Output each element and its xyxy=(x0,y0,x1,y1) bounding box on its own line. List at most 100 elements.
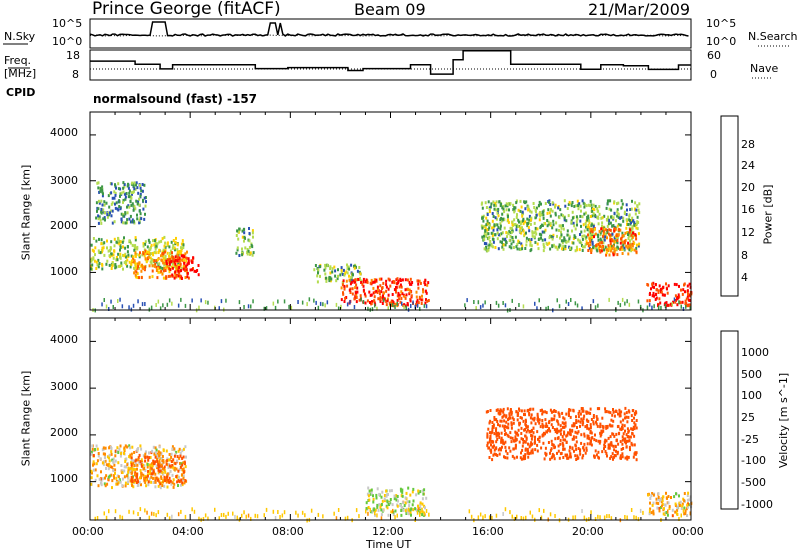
data-cell xyxy=(97,217,100,221)
data-cell xyxy=(629,243,632,247)
data-cell xyxy=(519,226,522,230)
data-cell xyxy=(142,266,145,270)
data-cell xyxy=(538,439,541,443)
data-cell xyxy=(611,224,614,228)
data-cell xyxy=(575,440,578,444)
data-cell xyxy=(601,424,604,428)
data-cell xyxy=(489,419,492,423)
data-cell xyxy=(125,192,128,195)
data-cell xyxy=(577,204,580,208)
data-cell xyxy=(551,226,554,230)
data-cell xyxy=(345,279,348,283)
data-cell xyxy=(493,448,496,452)
data-cell xyxy=(365,280,367,284)
data-cell xyxy=(96,459,99,463)
data-cell xyxy=(603,443,606,447)
data-cell xyxy=(319,265,322,268)
data-cell xyxy=(498,200,501,204)
data-cell xyxy=(480,202,483,206)
data-cell xyxy=(570,246,573,250)
data-cell xyxy=(372,500,375,504)
data-cell xyxy=(136,186,139,190)
data-cell xyxy=(524,247,527,250)
nave-tick-60: 60 xyxy=(707,49,721,62)
data-cell xyxy=(117,236,119,240)
data-cell xyxy=(333,265,336,269)
data-cell xyxy=(388,278,391,282)
data-cell xyxy=(178,256,181,260)
data-cell xyxy=(412,499,415,503)
data-cell xyxy=(634,207,636,211)
data-cell xyxy=(595,244,597,248)
data-cell xyxy=(610,238,613,241)
data-cell xyxy=(162,448,165,452)
data-cell xyxy=(536,242,539,246)
data-cell xyxy=(150,466,153,470)
data-cell xyxy=(542,410,545,414)
data-cell xyxy=(131,469,134,473)
sky-tick-bottom: 10^0 xyxy=(52,35,83,48)
data-cell xyxy=(587,225,590,229)
data-cell xyxy=(526,425,529,429)
data-cell xyxy=(348,274,350,278)
data-cell xyxy=(133,181,136,185)
data-cell xyxy=(349,291,352,294)
data-cell xyxy=(630,227,633,231)
data-cell xyxy=(493,416,496,419)
data-cell xyxy=(649,501,651,505)
data-cell xyxy=(148,463,151,467)
data-cell xyxy=(99,477,102,481)
data-cell xyxy=(136,472,139,476)
data-cell xyxy=(177,449,180,453)
ground-scatter-cell xyxy=(349,300,351,305)
data-cell xyxy=(655,501,658,505)
data-cell xyxy=(620,206,623,210)
data-cell xyxy=(502,217,504,221)
data-cell xyxy=(582,454,585,458)
ground-scatter-cell xyxy=(150,511,153,516)
data-cell xyxy=(378,277,381,281)
data-cell xyxy=(611,244,614,248)
data-cell xyxy=(134,238,137,242)
data-cell xyxy=(544,238,547,242)
data-cell xyxy=(494,202,497,206)
data-cell xyxy=(492,453,495,457)
data-cell xyxy=(179,264,182,268)
ground-scatter-cell xyxy=(198,305,200,310)
ground-scatter-cell xyxy=(137,512,139,516)
data-cell xyxy=(510,227,513,230)
data-cell xyxy=(139,186,142,190)
frequency-trace xyxy=(90,49,691,75)
data-cell xyxy=(129,214,132,218)
data-cell xyxy=(684,299,687,303)
data-cell xyxy=(127,480,129,484)
data-cell xyxy=(615,449,617,453)
data-cell xyxy=(178,259,181,263)
data-cell xyxy=(410,282,413,286)
data-cell xyxy=(525,239,528,243)
data-cell xyxy=(548,222,551,226)
data-cell xyxy=(491,245,494,249)
data-cell xyxy=(496,228,499,232)
data-cell xyxy=(493,203,496,207)
data-cell xyxy=(595,248,598,252)
data-cell xyxy=(666,513,669,517)
data-cell xyxy=(183,481,186,485)
data-cell xyxy=(618,408,621,412)
data-cell xyxy=(164,254,167,258)
data-cell xyxy=(106,246,108,250)
data-cell xyxy=(130,254,133,258)
data-cell xyxy=(586,226,589,230)
data-cell xyxy=(607,249,610,253)
data-cell xyxy=(599,233,602,237)
data-cell xyxy=(124,444,127,448)
data-cell xyxy=(252,251,255,255)
data-cell xyxy=(122,190,125,194)
data-cell xyxy=(134,473,136,477)
data-cell xyxy=(343,273,346,277)
data-cell xyxy=(345,270,348,274)
ground-scatter-cell xyxy=(374,511,376,516)
data-cell xyxy=(356,269,359,273)
data-cell xyxy=(170,256,173,260)
data-cell xyxy=(492,215,495,218)
